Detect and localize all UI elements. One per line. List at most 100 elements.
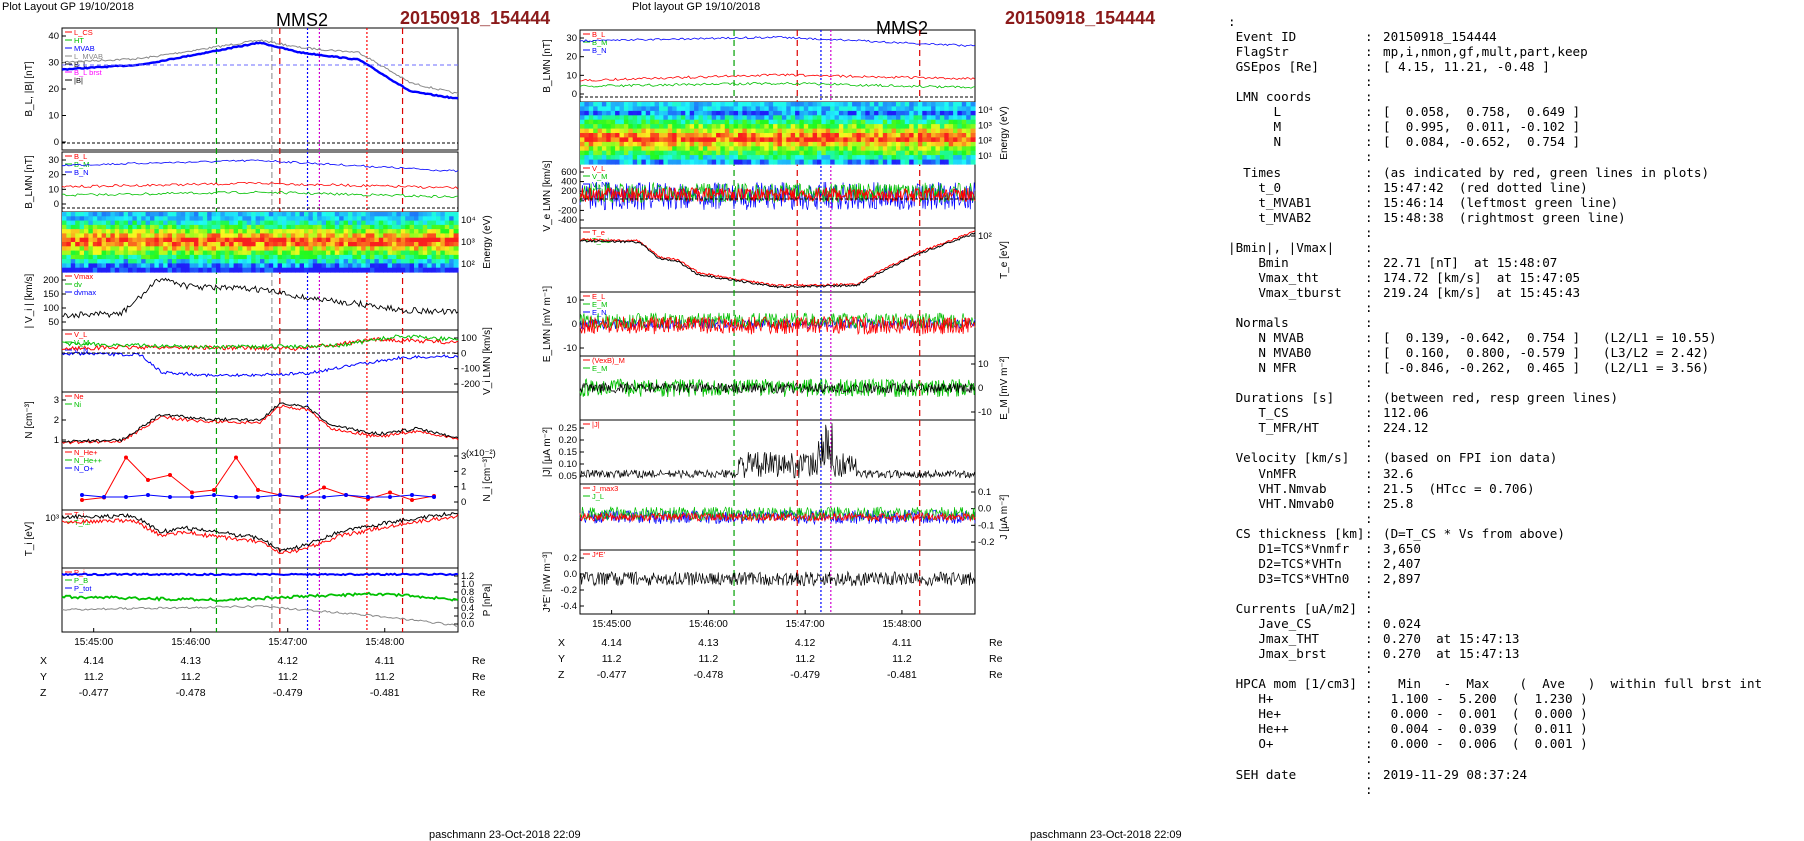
spectrogram-cell bbox=[856, 137, 862, 143]
spectrogram-cell bbox=[917, 155, 923, 161]
spectrogram-cell bbox=[70, 254, 76, 260]
left-figure-header: Plot Layout GP 19/10/2018 bbox=[2, 1, 134, 13]
spectrogram-cell bbox=[746, 133, 752, 138]
spectrogram-cell bbox=[628, 150, 634, 156]
spectrogram-cell bbox=[330, 224, 336, 230]
energy-spectrogram bbox=[580, 102, 976, 165]
spectrogram-cell bbox=[931, 133, 937, 138]
spectrogram-cell bbox=[931, 124, 937, 130]
tick-label: 0.0 bbox=[461, 619, 474, 630]
spectrogram-cell bbox=[444, 224, 450, 230]
spectrogram-cell bbox=[361, 224, 367, 230]
spectrogram-cell bbox=[141, 259, 147, 264]
spectrogram-cell bbox=[773, 115, 779, 121]
spectrogram-cell bbox=[321, 242, 327, 247]
tick-label: -200 bbox=[461, 379, 480, 390]
spectrogram-cell bbox=[308, 237, 314, 243]
spectrogram-cell bbox=[194, 263, 199, 269]
spectrogram-cell bbox=[663, 102, 669, 107]
spectrogram-cell bbox=[610, 133, 616, 138]
spectrogram-cell bbox=[356, 259, 362, 264]
spectrogram-cell bbox=[251, 212, 257, 217]
tick-label: 0.05 bbox=[559, 471, 578, 482]
spectrogram-cell bbox=[777, 141, 783, 147]
spectrogram-cell bbox=[759, 102, 765, 107]
spectrogram-cell bbox=[619, 146, 625, 152]
spectrogram-cell bbox=[154, 242, 160, 247]
spectrogram-cell bbox=[628, 133, 634, 138]
spectrogram-cell bbox=[869, 106, 875, 112]
spectrogram-cell bbox=[114, 229, 120, 234]
spectrogram-cell bbox=[755, 133, 761, 138]
spectrogram-cell bbox=[926, 106, 932, 112]
spectrogram-cell bbox=[286, 237, 292, 243]
spectrogram-cell bbox=[119, 224, 125, 230]
spectrogram-cell bbox=[414, 250, 419, 256]
spectrogram-cell bbox=[136, 233, 142, 239]
spectrogram-cell bbox=[759, 133, 765, 138]
spectrogram-cell bbox=[825, 155, 831, 161]
spectrogram-cell bbox=[808, 106, 814, 112]
spectrogram-cell bbox=[260, 237, 265, 243]
spectrogram-cell bbox=[207, 212, 213, 217]
spectrogram-cell bbox=[312, 250, 318, 256]
spectrogram-cell bbox=[334, 263, 340, 269]
data-point bbox=[146, 478, 150, 482]
series-line-Te-perp bbox=[579, 230, 976, 288]
spectrogram-cell bbox=[370, 263, 375, 269]
spectrogram-cell bbox=[106, 229, 111, 234]
series-line-Oplus bbox=[81, 494, 435, 498]
spectrogram-cell bbox=[632, 106, 638, 112]
spectrogram-cell bbox=[326, 267, 331, 273]
spectrogram-cell bbox=[637, 128, 643, 134]
spectrogram-cell bbox=[348, 246, 353, 252]
spectrogram-cell bbox=[330, 242, 336, 247]
spectrogram-cell bbox=[97, 233, 103, 239]
spectrogram-cell bbox=[387, 224, 393, 230]
spectrogram-cell bbox=[453, 246, 459, 252]
spectrogram-cell bbox=[685, 141, 691, 147]
spectrogram-cell bbox=[268, 212, 274, 217]
spectrogram-cell bbox=[374, 242, 380, 247]
spectrogram-cell bbox=[926, 155, 932, 161]
spectrogram-cell bbox=[628, 155, 634, 161]
spectrogram-cell bbox=[132, 250, 138, 256]
spectrogram-cell bbox=[264, 216, 270, 222]
spectrogram-cell bbox=[667, 110, 673, 116]
info-value: 15:48:38 (rightmost green line) bbox=[1383, 209, 1626, 225]
spectrogram-cell bbox=[891, 128, 897, 134]
spectrogram-cell bbox=[913, 128, 919, 134]
spectrogram-cell bbox=[97, 259, 103, 264]
spectrogram-cell bbox=[746, 119, 752, 125]
spectrogram-cell bbox=[759, 146, 765, 152]
spectrogram-cell bbox=[887, 128, 893, 134]
spectrogram-cell bbox=[88, 220, 94, 226]
spectrogram-cell bbox=[961, 128, 967, 134]
spectrogram-cell bbox=[431, 246, 437, 252]
spectrogram-cell bbox=[724, 124, 730, 130]
spectrogram-cell bbox=[378, 254, 384, 260]
spectrogram-cell bbox=[900, 137, 906, 143]
spectrogram-cell bbox=[588, 141, 594, 147]
spectrogram-cell bbox=[387, 220, 393, 226]
spectrogram-cell bbox=[304, 263, 309, 269]
spectrogram-cell bbox=[698, 137, 704, 143]
spectrogram-cell bbox=[343, 250, 349, 256]
spectrogram-cell bbox=[698, 115, 704, 121]
spectrogram-cell bbox=[387, 250, 393, 256]
spectrogram-cell bbox=[114, 237, 120, 243]
spectrogram-cell bbox=[207, 237, 213, 243]
spectrogram-cell bbox=[628, 137, 634, 143]
spectrogram-cell bbox=[290, 224, 296, 230]
spectrogram-cell bbox=[869, 141, 875, 147]
spectrogram-cell bbox=[123, 237, 129, 243]
position-value: -0.479 bbox=[790, 669, 820, 681]
spectrogram-cell bbox=[865, 102, 871, 107]
spectrogram-cell bbox=[874, 102, 880, 107]
info-value: 0.004 - 0.039 ( 0.011 ) bbox=[1383, 721, 1588, 737]
spectrogram-cell bbox=[308, 212, 314, 217]
spectrogram-cell bbox=[926, 102, 932, 107]
spectrogram-cell bbox=[299, 254, 305, 260]
spectrogram-cell bbox=[282, 259, 287, 264]
spectrogram-cell bbox=[654, 137, 660, 143]
